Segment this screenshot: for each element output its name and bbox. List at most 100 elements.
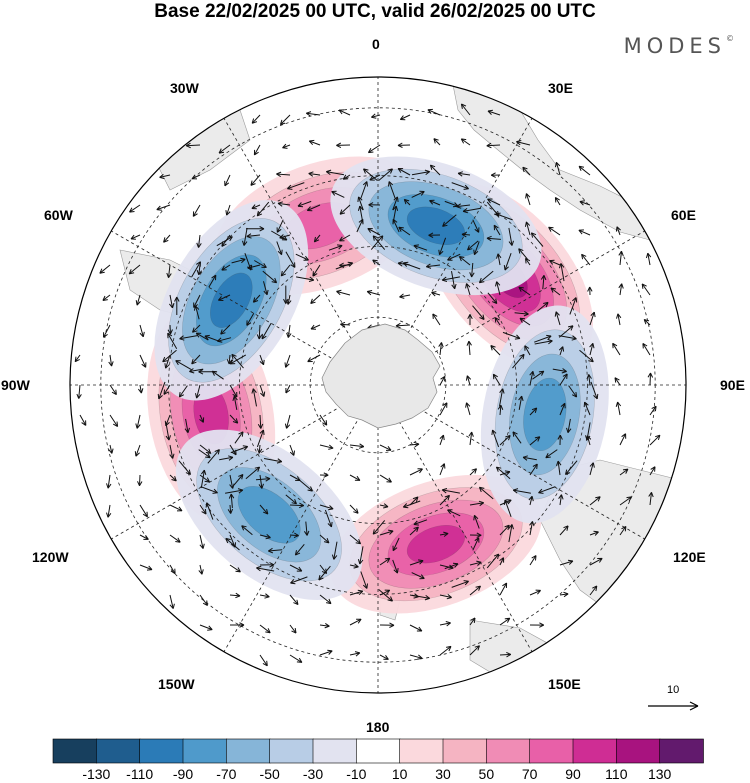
wind-arrow	[294, 543, 305, 556]
wind-arrow	[411, 169, 430, 176]
wind-arrow	[199, 534, 205, 549]
wind-arrow	[286, 324, 292, 338]
wind-arrow	[282, 143, 291, 149]
wind-arrow	[191, 174, 201, 180]
wind-arrow	[409, 526, 419, 536]
wind-arrow	[378, 168, 393, 181]
wind-arrow	[559, 402, 566, 416]
wind-arrow	[360, 571, 368, 589]
wind-arrow	[619, 433, 627, 446]
wind-arrow	[218, 144, 231, 154]
wind-arrow	[447, 253, 461, 261]
colorbar-swatch	[312, 738, 358, 764]
wind-arrow	[379, 444, 392, 451]
wind-arrow	[439, 434, 445, 446]
wind-arrow	[225, 204, 231, 216]
wind-arrow	[191, 261, 201, 278]
wind-arrow	[499, 524, 510, 536]
wind-arrow	[379, 589, 391, 596]
wind-arrow	[253, 144, 261, 156]
wind-arrow	[174, 296, 180, 315]
wind-arrow	[618, 283, 624, 296]
wind-arrow	[486, 201, 500, 217]
wind-arrow	[284, 354, 291, 368]
wind-arrow	[220, 324, 231, 335]
wind-arrow	[529, 370, 535, 386]
colorbar-swatch	[659, 738, 704, 764]
wind-arrow	[411, 572, 425, 580]
wind-arrow	[508, 524, 514, 543]
wind-arrow	[349, 589, 364, 596]
wind-arrow	[199, 504, 207, 515]
wind-arrow	[367, 228, 381, 236]
wind-arrow	[103, 324, 111, 338]
wind-arrow	[219, 455, 234, 461]
wind-arrow	[499, 651, 512, 658]
wind-arrow	[289, 444, 295, 456]
wind-arrow	[167, 332, 178, 350]
vector-reference-arrow	[648, 701, 699, 711]
circulation-ring	[157, 334, 265, 494]
wind-arrow	[589, 342, 595, 356]
wind-arrow	[216, 236, 233, 247]
wind-arrow	[548, 226, 561, 236]
wind-arrow	[129, 204, 141, 213]
lon-label-180: 180	[366, 719, 390, 735]
wind-arrow	[379, 474, 392, 483]
wind-arrow	[522, 455, 537, 461]
wind-arrow	[460, 138, 471, 146]
wind-arrow	[565, 460, 578, 475]
wind-arrow	[409, 559, 424, 566]
wind-arrow	[529, 521, 535, 536]
wind-arrow	[205, 502, 214, 520]
wind-arrow	[199, 594, 208, 606]
wind-arrow	[403, 198, 411, 206]
wind-arrow	[234, 431, 244, 444]
wind-arrow	[163, 384, 171, 395]
wind-arrow	[431, 291, 441, 297]
wind-arrow	[251, 388, 257, 407]
wind-arrow	[402, 500, 421, 509]
wind-arrow	[109, 414, 119, 427]
wind-arrow	[254, 260, 267, 268]
wind-arrow	[516, 140, 531, 146]
wind-arrow	[250, 174, 261, 186]
wind-arrow	[169, 444, 175, 459]
wind-arrow	[486, 553, 500, 569]
wind-arrow	[388, 181, 396, 199]
wind-arrow	[558, 346, 565, 356]
wind-arrow	[465, 375, 472, 386]
wind-arrow	[497, 404, 504, 416]
lon-label-60w: 60W	[44, 207, 73, 223]
wind-arrow	[529, 555, 537, 566]
wind-arrow	[522, 166, 531, 176]
wind-arrow	[615, 226, 621, 236]
wind-arrow	[648, 492, 654, 506]
wind-arrow	[493, 224, 501, 236]
wind-arrow	[566, 418, 572, 433]
wind-arrow	[487, 109, 501, 116]
wind-arrow	[326, 169, 345, 176]
wind-arrow	[336, 289, 351, 296]
wind-arrow	[319, 622, 330, 629]
wind-arrow	[349, 504, 359, 514]
anomaly-contour	[406, 525, 465, 564]
wind-arrow	[165, 422, 171, 441]
wind-arrow	[370, 235, 384, 250]
wind-arrow	[349, 618, 362, 626]
wind-arrow	[469, 560, 482, 566]
wind-arrow	[259, 562, 275, 568]
wind-arrow	[276, 219, 284, 233]
wind-arrow	[295, 253, 309, 261]
wind-arrow	[554, 196, 561, 206]
wind-arrow	[280, 264, 291, 277]
wind-arrow	[428, 232, 441, 238]
wind-arrow	[616, 313, 622, 326]
wind-arrow	[289, 594, 299, 606]
wind-arrow	[429, 199, 441, 206]
wind-arrow	[139, 324, 145, 338]
wind-arrow	[499, 435, 511, 446]
wind-arrow	[367, 144, 381, 154]
wind-arrow	[518, 248, 529, 260]
wind-arrow	[283, 285, 289, 304]
